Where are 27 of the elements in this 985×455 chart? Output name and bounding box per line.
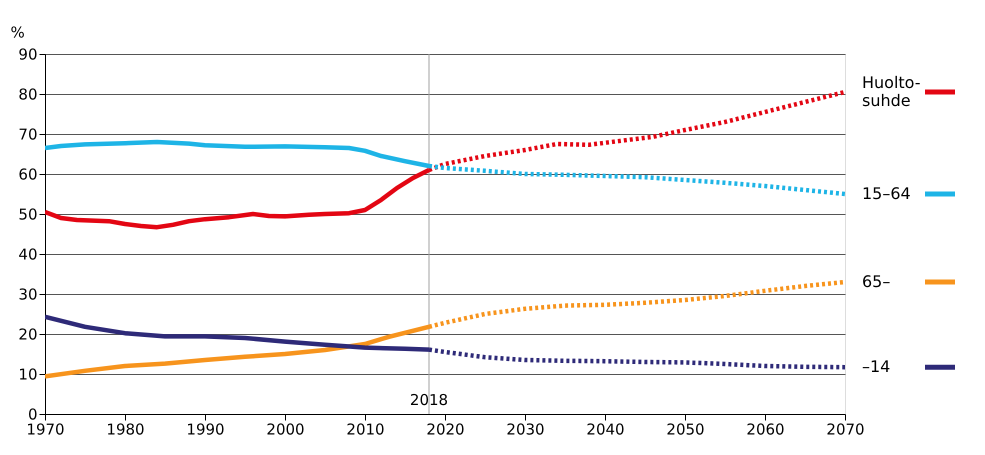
legend-label: –14 [862,357,890,376]
y-tick-label: 0 [28,406,38,424]
legend-label: Huolto- suhde [862,73,921,110]
x-tick-label: 2000 [266,420,305,438]
x-tick-label: 1990 [186,420,225,438]
y-tick-label: 40 [18,246,38,264]
x-tick-label: 1970 [26,420,65,438]
y-tick-label: 20 [18,326,38,344]
x-tick-label: 2050 [666,420,705,438]
y-tick-label: 60 [18,166,38,184]
ref-line-label: 2018 [410,391,448,409]
x-tick-label: 1980 [106,420,145,438]
x-tick-label: 2020 [426,420,465,438]
x-tick-label: 2060 [746,420,785,438]
x-tick-label: 2030 [506,420,545,438]
y-axis-title: % [10,24,25,42]
legend-label: 15–64 [862,184,911,203]
x-tick-label: 2010 [346,420,385,438]
x-tick-label: 2040 [586,420,625,438]
y-tick-label: 70 [18,126,38,144]
y-tick-label: 30 [18,286,38,304]
y-tick-label: 10 [18,366,38,384]
y-tick-label: 80 [18,86,38,104]
y-tick-label: 90 [18,46,38,64]
x-tick-label: 2070 [826,420,865,438]
legend-label: 65– [862,272,890,291]
y-tick-label: 50 [18,206,38,224]
